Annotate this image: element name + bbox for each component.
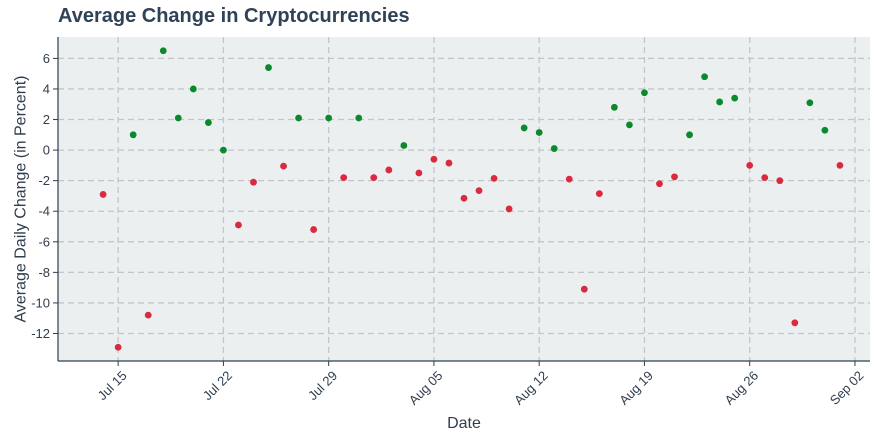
chart-title: Average Change in Cryptocurrencies bbox=[58, 5, 410, 27]
data-point-negative bbox=[505, 205, 513, 213]
x-axis-label: Date bbox=[447, 415, 481, 432]
data-point-positive bbox=[641, 89, 648, 97]
x-tick-label: Sep 02 bbox=[827, 368, 867, 408]
y-tick-label: 2 bbox=[43, 112, 50, 127]
data-point-positive bbox=[535, 129, 543, 136]
data-point-positive bbox=[520, 124, 528, 132]
data-point-positive bbox=[189, 85, 197, 93]
data-point-negative bbox=[836, 161, 844, 169]
data-point-positive bbox=[716, 98, 724, 106]
x-axis-ticks: Jul 15 Jul 22 Jul 29 Aug 05 Aug 12 Aug 19 Aug … bbox=[95, 361, 867, 408]
data-point-negative bbox=[99, 191, 107, 198]
x-tick-label: Aug 19 bbox=[616, 368, 656, 408]
data-point-negative bbox=[144, 311, 152, 319]
y-axis-label: Average Daily Change (in Percent) bbox=[13, 76, 30, 323]
data-points bbox=[99, 47, 844, 351]
data-point-negative bbox=[430, 155, 438, 163]
data-point-positive bbox=[686, 131, 693, 139]
data-point-negative bbox=[565, 175, 573, 183]
data-point-negative bbox=[791, 319, 799, 327]
data-point-negative bbox=[445, 159, 453, 167]
data-point-positive bbox=[129, 131, 137, 139]
data-point-positive bbox=[731, 94, 739, 102]
data-point-positive bbox=[806, 99, 814, 107]
data-point-negative bbox=[580, 285, 588, 293]
y-tick-label: 4 bbox=[43, 81, 50, 96]
x-tick-label: Aug 26 bbox=[722, 368, 762, 408]
data-point-positive bbox=[325, 114, 333, 122]
x-tick-label: Jul 29 bbox=[305, 368, 340, 403]
data-point-positive bbox=[610, 103, 618, 111]
data-point-negative bbox=[761, 174, 769, 182]
data-point-negative bbox=[114, 343, 122, 351]
y-tick-label: -8 bbox=[38, 265, 50, 280]
data-point-negative bbox=[310, 226, 318, 233]
axes bbox=[57, 37, 870, 362]
data-point-negative bbox=[656, 180, 663, 188]
data-point-negative bbox=[595, 190, 603, 198]
data-point-negative bbox=[250, 178, 257, 186]
data-point-negative bbox=[490, 174, 498, 182]
data-point-positive bbox=[265, 64, 272, 71]
data-point-negative bbox=[235, 221, 242, 229]
data-point-negative bbox=[370, 174, 378, 182]
y-tick-label: -12 bbox=[31, 326, 50, 341]
data-point-positive bbox=[821, 126, 829, 134]
data-point-positive bbox=[626, 121, 633, 129]
data-point-negative bbox=[746, 161, 754, 169]
data-point-negative bbox=[776, 177, 784, 185]
y-axis-ticks: 6 4 2 0 -2 -4 -6 -8 -10 -12 bbox=[31, 51, 58, 341]
y-tick-label: 0 bbox=[43, 143, 50, 158]
y-tick-label: -2 bbox=[38, 173, 50, 188]
y-tick-label: -6 bbox=[38, 234, 50, 249]
data-point-negative bbox=[340, 174, 348, 182]
y-tick-label: -4 bbox=[38, 204, 50, 219]
data-point-positive bbox=[174, 114, 182, 122]
x-tick-label: Jul 22 bbox=[200, 368, 235, 403]
data-point-negative bbox=[385, 166, 393, 174]
data-point-positive bbox=[204, 119, 212, 126]
data-point-positive bbox=[400, 142, 408, 149]
data-point-negative bbox=[415, 169, 423, 177]
x-tick-label: Aug 05 bbox=[406, 368, 446, 408]
data-point-negative bbox=[460, 194, 468, 202]
data-point-positive bbox=[550, 145, 558, 152]
data-point-positive bbox=[701, 73, 708, 81]
x-tick-label: Jul 15 bbox=[95, 368, 130, 403]
data-point-positive bbox=[295, 114, 302, 122]
data-point-positive bbox=[355, 114, 363, 122]
y-tick-label: 6 bbox=[43, 51, 50, 66]
data-point-positive bbox=[220, 146, 227, 154]
data-point-negative bbox=[475, 187, 483, 194]
data-point-negative bbox=[671, 173, 678, 181]
x-tick-label: Aug 12 bbox=[511, 368, 551, 408]
data-point-positive bbox=[159, 47, 167, 55]
y-tick-label: -10 bbox=[31, 295, 50, 310]
data-point-negative bbox=[280, 162, 287, 170]
